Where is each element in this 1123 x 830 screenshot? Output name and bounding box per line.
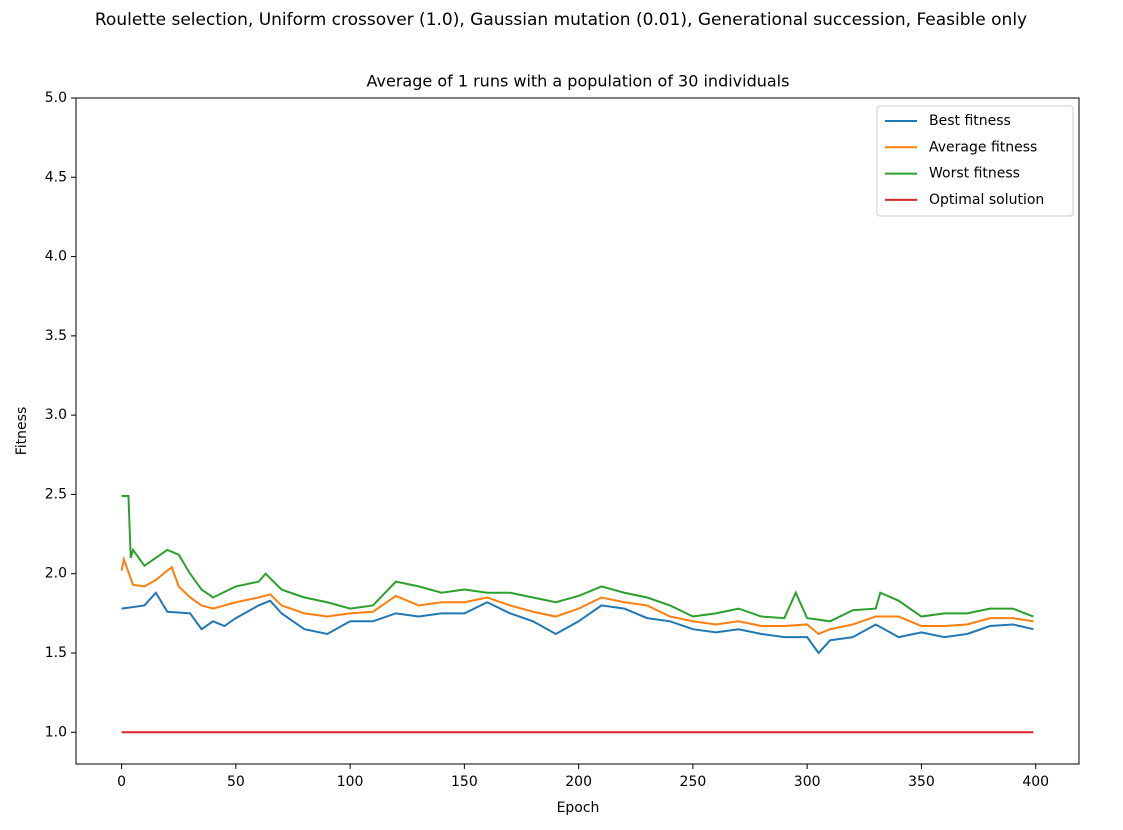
legend-label: Optimal solution: [929, 192, 1044, 208]
legend-label: Average fitness: [929, 139, 1037, 155]
line-series: [120, 555, 1034, 636]
line-series: [121, 495, 1034, 623]
y-tick-label: 2.5: [45, 486, 67, 502]
legend-box: [876, 105, 1074, 217]
x-tick-label: 150: [451, 774, 478, 790]
x-tick-label: 0: [117, 774, 126, 790]
y-tick-label: 1.0: [45, 724, 67, 740]
legend-label: Best fitness: [929, 113, 1011, 129]
plot-frame: [75, 97, 1080, 765]
line-series: [121, 591, 1034, 655]
chart-title: Average of 1 runs with a population of 3…: [367, 72, 790, 91]
x-tick-label: 350: [908, 774, 935, 790]
legend-label: Worst fitness: [929, 166, 1020, 182]
x-axis-label: Epoch: [557, 800, 600, 816]
x-tick-label: 300: [794, 774, 821, 790]
y-tick-label: 4.5: [45, 169, 67, 185]
y-tick-label: 1.5: [45, 645, 67, 661]
y-tick-label: 4.0: [45, 249, 67, 265]
y-tick-label: 3.5: [45, 328, 67, 344]
y-axis-label: Fitness: [14, 407, 30, 456]
x-tick-label: 50: [227, 774, 245, 790]
suptitle: Roulette selection, Uniform crossover (1…: [95, 10, 1027, 30]
x-tick-label: 100: [337, 774, 364, 790]
x-tick-label: 400: [1022, 774, 1049, 790]
x-tick-label: 200: [565, 774, 592, 790]
x-tick-label: 250: [680, 774, 707, 790]
y-tick-label: 3.0: [45, 407, 67, 423]
y-tick-label: 5.0: [45, 90, 67, 106]
y-tick-label: 2.0: [45, 566, 67, 582]
